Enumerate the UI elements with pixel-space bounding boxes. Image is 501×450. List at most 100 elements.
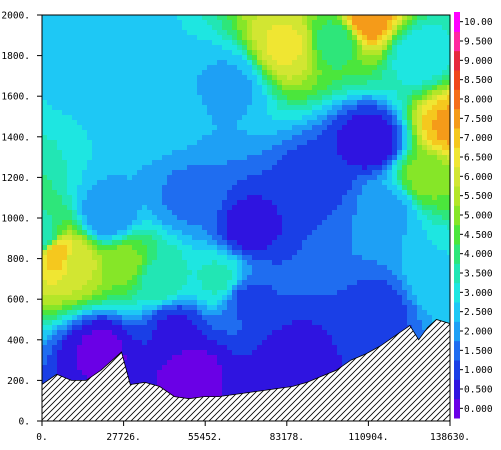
field-cell	[292, 175, 298, 181]
field-cell	[67, 50, 73, 56]
field-cell	[57, 155, 63, 161]
field-cell	[127, 85, 133, 91]
field-cell	[282, 145, 288, 151]
field-cell	[197, 135, 203, 141]
field-cell	[387, 145, 393, 151]
field-cell	[152, 115, 158, 121]
field-cell	[282, 80, 288, 86]
field-cell	[412, 20, 418, 26]
field-cell	[212, 105, 218, 111]
field-cell	[142, 35, 148, 41]
field-cell	[147, 95, 153, 101]
field-cell	[102, 315, 108, 321]
field-cell	[237, 105, 243, 111]
field-cell	[297, 90, 303, 96]
field-cell	[112, 35, 118, 41]
field-cell	[207, 30, 213, 36]
field-cell	[307, 275, 313, 281]
field-cell	[57, 40, 63, 46]
field-cell	[437, 180, 443, 186]
field-cell	[352, 305, 358, 311]
field-cell	[62, 185, 68, 191]
field-cell	[197, 180, 203, 186]
field-cell	[82, 65, 88, 71]
field-cell	[422, 140, 428, 146]
field-cell	[227, 35, 233, 41]
field-cell	[162, 185, 168, 191]
field-cell	[202, 70, 208, 76]
field-cell	[162, 150, 168, 156]
field-cell	[142, 300, 148, 306]
field-cell	[237, 155, 243, 161]
field-cell	[247, 215, 253, 221]
field-cell	[117, 30, 123, 36]
field-cell	[317, 140, 323, 146]
field-cell	[257, 80, 263, 86]
field-cell	[62, 40, 68, 46]
field-cell	[322, 200, 328, 206]
field-cell	[177, 295, 183, 301]
field-cell	[292, 235, 298, 241]
field-cell	[117, 245, 123, 251]
field-cell	[347, 160, 353, 166]
field-cell	[147, 55, 153, 61]
field-cell	[232, 45, 238, 51]
field-cell	[322, 20, 328, 26]
field-cell	[427, 205, 433, 211]
field-cell	[377, 115, 383, 121]
field-cell	[332, 175, 338, 181]
field-cell	[227, 25, 233, 31]
field-cell	[422, 200, 428, 206]
field-cell	[247, 295, 253, 301]
field-cell	[322, 115, 328, 121]
field-cell	[147, 315, 153, 321]
field-cell	[367, 185, 373, 191]
field-cell	[362, 130, 368, 136]
field-cell	[387, 175, 393, 181]
field-cell	[217, 130, 223, 136]
field-cell	[372, 110, 378, 116]
field-cell	[172, 240, 178, 246]
field-cell	[267, 225, 273, 231]
field-cell	[207, 205, 213, 211]
field-cell	[427, 35, 433, 41]
field-cell	[282, 70, 288, 76]
field-cell	[337, 250, 343, 256]
field-cell	[252, 30, 258, 36]
field-cell	[442, 270, 448, 276]
field-cell	[257, 180, 263, 186]
field-cell	[282, 280, 288, 286]
field-cell	[102, 310, 108, 316]
field-cell	[402, 220, 408, 226]
field-cell	[167, 160, 173, 166]
field-cell	[312, 215, 318, 221]
field-cell	[122, 75, 128, 81]
field-cell	[437, 270, 443, 276]
field-cell	[227, 250, 233, 256]
field-cell	[292, 190, 298, 196]
field-cell	[202, 145, 208, 151]
field-cell	[447, 165, 450, 171]
field-cell	[72, 225, 78, 231]
field-cell	[52, 250, 58, 256]
field-cell	[192, 110, 198, 116]
field-cell	[197, 230, 203, 236]
field-cell	[307, 65, 313, 71]
field-cell	[322, 275, 328, 281]
field-cell	[327, 90, 333, 96]
field-cell	[157, 285, 163, 291]
field-cell	[202, 250, 208, 256]
field-cell	[222, 185, 228, 191]
field-cell	[422, 245, 428, 251]
field-cell	[112, 245, 118, 251]
field-cell	[427, 270, 433, 276]
field-cell	[267, 270, 273, 276]
field-cell	[232, 165, 238, 171]
field-cell	[82, 55, 88, 61]
field-cell	[307, 205, 313, 211]
field-cell	[152, 90, 158, 96]
field-cell	[437, 15, 443, 21]
field-cell	[327, 315, 333, 321]
field-cell	[322, 250, 328, 256]
field-cell	[177, 195, 183, 201]
